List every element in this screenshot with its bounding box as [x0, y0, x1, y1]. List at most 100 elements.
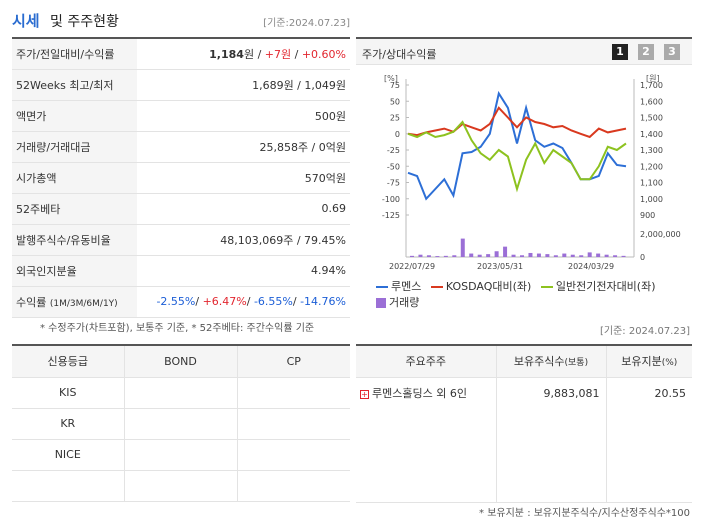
table-row-empty — [356, 409, 692, 503]
holder-name[interactable]: 루멘스홀딩스 외 6인 — [372, 387, 467, 401]
agency-name: NICE — [12, 439, 125, 471]
legend-sector: 일반전기전자대비(좌) — [540, 278, 656, 294]
title-rest: 및 주주현황 — [50, 14, 119, 30]
volume-tick-label: 2,000,000 — [640, 230, 681, 239]
holder-shares: 9,883,081 — [496, 377, 607, 409]
x-tick-label: 2024/03/29 — [568, 262, 614, 271]
volume-bar — [520, 255, 524, 257]
volume-bar — [596, 253, 601, 257]
price-change: +7원 — [264, 47, 292, 61]
volume-bar — [545, 254, 550, 257]
table-row: 거래량/거래대금 25,858주 / 0억원 — [12, 131, 350, 163]
left-tick-label: 50 — [390, 97, 400, 106]
row-value: 4.94% — [137, 255, 350, 287]
chart-header: 주가/상대수익률 1 2 3 — [356, 39, 692, 65]
volume-bar — [494, 251, 499, 257]
table-row: 발행주식수/유동비율 48,103,069주 / 79.45% — [12, 224, 350, 256]
col-header: CP — [237, 344, 350, 378]
price-value: 1,184원 / +7원 / +0.60% — [137, 37, 350, 70]
return-1y: -14.76% — [300, 295, 346, 308]
table-row: 52Weeks 최고/최저 1,689원 / 1,049원 — [12, 69, 350, 101]
chart-title: 주가/상대수익률 — [362, 48, 437, 61]
row-label: 발행주식수/유동비율 — [12, 224, 137, 256]
left-tick-label: -25 — [387, 146, 400, 155]
left-tick-label: 25 — [390, 114, 400, 123]
volume-bar — [604, 254, 609, 257]
current-price: 1,184 — [209, 47, 244, 61]
row-label: 52주베타 — [12, 193, 137, 225]
row-label: 외국인지분율 — [12, 255, 137, 287]
volume-bar — [570, 254, 575, 257]
volume-bar — [426, 255, 431, 257]
volume-bar — [553, 255, 558, 257]
base-date: [기준:2024.07.23] — [263, 18, 350, 29]
return-chart: [%] [원] 75 1,700 50 1,600 25 1,500 0 1,400 -25 1,30… — [382, 74, 681, 271]
volume-bar — [460, 238, 465, 257]
row-label: 주가/전일대비/수익률 — [12, 37, 137, 70]
volume-bar — [613, 255, 618, 257]
chart-page-2-button[interactable]: 2 — [638, 44, 654, 60]
volume-bar — [621, 255, 626, 257]
agency-name: KR — [12, 408, 125, 440]
table-row: NICE — [12, 439, 350, 471]
returns-period-label: (1M/3M/6M/1Y) — [49, 298, 118, 309]
holder-name-cell: + 루멘스홀딩스 외 6인 — [356, 377, 497, 409]
legend-kosdaq: KOSDAQ대비(좌) — [430, 278, 531, 294]
row-label: 시가총액 — [12, 162, 137, 194]
volume-bar — [435, 256, 440, 257]
right-axis-unit: [원] — [646, 74, 660, 83]
table-row: 시가총액 570억원 — [12, 162, 350, 194]
left-axis-unit: [%] — [384, 74, 398, 83]
volume-bar — [486, 254, 491, 257]
right-tick-label: 1,300 — [640, 146, 663, 155]
left-tick-label: -75 — [387, 179, 400, 188]
col-header: 보유주식수(보통) — [496, 344, 607, 378]
expand-plus-icon[interactable]: + — [360, 389, 369, 399]
table-row — [12, 470, 350, 502]
left-tick-label: 75 — [390, 81, 400, 90]
table-row: 액면가 500원 — [12, 100, 350, 132]
volume-bar — [418, 254, 423, 257]
volume-bar — [443, 255, 448, 257]
volume-zero-label: 0 — [640, 253, 645, 262]
volume-bar — [587, 252, 592, 257]
return-6m: -6.55% — [253, 295, 293, 308]
series-line-sector — [407, 120, 627, 193]
left-tick-label: -100 — [382, 195, 400, 204]
base-date-2: [기준: 2024.07.23] — [599, 326, 690, 337]
table-header: 신용등급 BOND CP — [12, 344, 350, 378]
chart-page-1-button[interactable]: 1 — [612, 44, 628, 60]
left-tick-label: 0 — [395, 130, 400, 139]
volume-bar — [562, 253, 567, 257]
row-value: 25,858주 / 0억원 — [137, 131, 350, 163]
col-header: 보유지분(%) — [606, 344, 692, 378]
volume-bar — [452, 255, 457, 257]
title-main: 시세 — [12, 12, 40, 30]
right-tick-label: 1,500 — [640, 114, 663, 123]
volume-bar — [469, 253, 474, 257]
table-row: KIS — [12, 377, 350, 409]
chart-page-3-button[interactable]: 3 — [664, 44, 680, 60]
right-tick-label: 900 — [640, 211, 655, 220]
series-line-lumens — [407, 90, 627, 201]
right-tick-label: 1,600 — [640, 97, 663, 106]
row-value: 0.69 — [137, 193, 350, 225]
volume-bar — [536, 253, 541, 257]
agency-name — [12, 470, 125, 502]
row-value: 48,103,069주 / 79.45% — [137, 224, 350, 256]
series-line-kosdaq — [407, 106, 627, 139]
footnote-quote: * 수정주가(차트포함), 보통주 기준, * 52주베타: 주간수익률 기준 — [40, 323, 315, 334]
row-value: 1,689원 / 1,049원 — [137, 69, 350, 101]
right-tick-label: 1,100 — [640, 179, 663, 188]
volume-bar — [528, 252, 533, 257]
chart-legend: 루멘스 KOSDAQ대비(좌) 일반전기전자대비(좌) 거래량 — [376, 278, 662, 310]
right-tick-label: 1,400 — [640, 130, 663, 139]
col-header: 주요주주 — [356, 344, 497, 378]
row-label: 액면가 — [12, 100, 137, 132]
row-label: 수익률 (1M/3M/6M/1Y) — [12, 286, 137, 318]
chart-panel: 주가/상대수익률 1 2 3 [%] [원] 75 1,700 50 1,600 25 1,5… — [356, 37, 692, 317]
volume-bar — [477, 254, 482, 257]
volume-bar — [503, 246, 508, 257]
volume-bar — [511, 254, 516, 257]
agency-name: KIS — [12, 377, 125, 409]
